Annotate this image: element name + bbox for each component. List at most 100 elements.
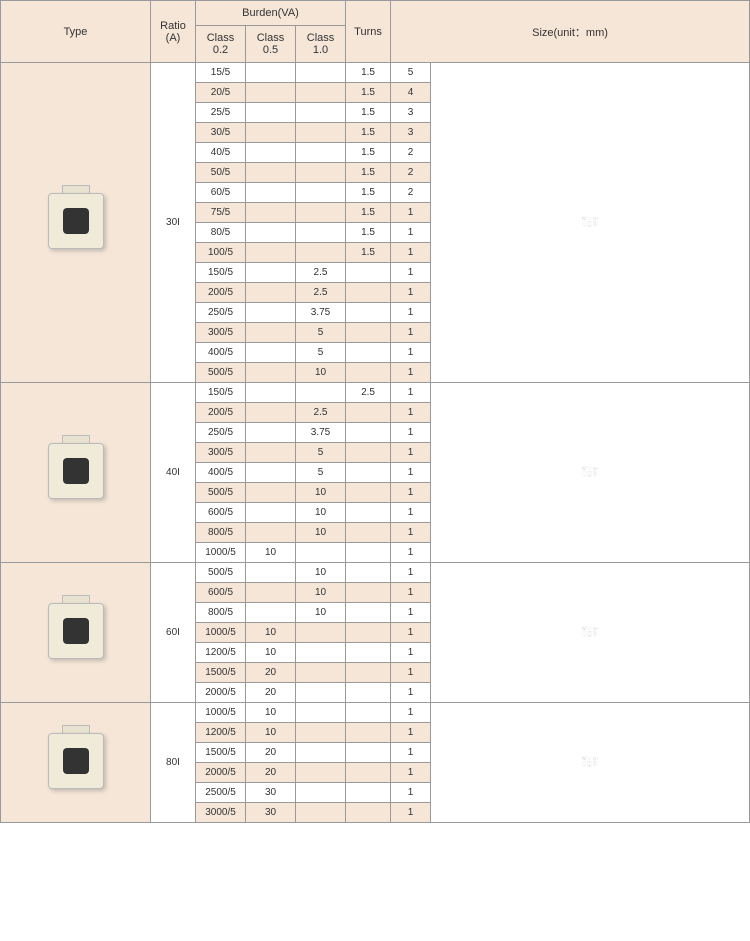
header-turns: Turns: [346, 1, 391, 63]
turns-cell: 2: [391, 183, 431, 203]
ratio-cell: 1500/5: [196, 743, 246, 763]
svg-text:57.5: 57.5: [584, 469, 586, 470]
turns-cell: 1: [391, 783, 431, 803]
class05-cell: [296, 123, 346, 143]
class02-cell: 20: [246, 763, 296, 783]
turns-cell: 1: [391, 683, 431, 703]
ratio-cell: 20/5: [196, 83, 246, 103]
svg-text:40: 40: [589, 474, 590, 475]
turns-cell: 3: [391, 123, 431, 143]
class02-cell: 10: [246, 703, 296, 723]
class10-cell: [346, 343, 391, 363]
class05-cell: [296, 763, 346, 783]
class05-cell: [296, 783, 346, 803]
class10-cell: 1.5: [346, 183, 391, 203]
ratio-cell: 1000/5: [196, 703, 246, 723]
model-label: 40I: [151, 383, 196, 563]
header-type: Type: [1, 1, 151, 63]
turns-cell: 1: [391, 223, 431, 243]
class05-cell: [296, 743, 346, 763]
ratio-cell: 2000/5: [196, 763, 246, 783]
class05-cell: 10: [296, 483, 346, 503]
turns-cell: 1: [391, 203, 431, 223]
class02-cell: 10: [246, 643, 296, 663]
class05-cell: 5: [296, 343, 346, 363]
turns-cell: 1: [391, 383, 431, 403]
class02-cell: [246, 63, 296, 83]
class10-cell: [346, 543, 391, 563]
class10-cell: [346, 663, 391, 683]
class10-cell: [346, 523, 391, 543]
class02-cell: [246, 423, 296, 443]
class02-cell: [246, 183, 296, 203]
ratio-cell: 150/5: [196, 263, 246, 283]
turns-cell: 1: [391, 303, 431, 323]
ratio-cell: 400/5: [196, 463, 246, 483]
turns-cell: 1: [391, 363, 431, 383]
svg-text:Φ5: Φ5: [586, 756, 587, 757]
class02-cell: [246, 383, 296, 403]
svg-text:55: 55: [595, 219, 596, 220]
class10-cell: [346, 583, 391, 603]
class05-cell: [296, 383, 346, 403]
turns-cell: 1: [391, 703, 431, 723]
class10-cell: 1.5: [346, 103, 391, 123]
ratio-cell: 400/5: [196, 343, 246, 363]
class10-cell: 1.5: [346, 123, 391, 143]
class05-cell: [296, 83, 346, 103]
class02-cell: [246, 343, 296, 363]
class10-cell: 1.5: [346, 63, 391, 83]
header-ratio: Ratio (A): [151, 1, 196, 63]
class02-cell: [246, 603, 296, 623]
table-row: 80I1000/5101: [1, 703, 750, 723]
class02-cell: [246, 503, 296, 523]
class10-cell: [346, 623, 391, 643]
turns-cell: 1: [391, 343, 431, 363]
ratio-cell: 250/5: [196, 423, 246, 443]
svg-text:140: 140: [595, 759, 596, 760]
class02-cell: [246, 123, 296, 143]
turns-cell: 1: [391, 503, 431, 523]
turns-cell: 1: [391, 463, 431, 483]
svg-text:Φ5: Φ5: [582, 757, 583, 758]
ratio-cell: 300/5: [196, 443, 246, 463]
ratio-cell: 250/5: [196, 303, 246, 323]
diagram-cell: 57.539.5Φ557.59542408645: [431, 383, 750, 563]
ratio-cell: 500/5: [196, 363, 246, 383]
type-cell: [1, 63, 151, 383]
ratio-cell: 1200/5: [196, 643, 246, 663]
class05-cell: [296, 143, 346, 163]
class05-cell: 2.5: [296, 403, 346, 423]
turns-cell: 2: [391, 143, 431, 163]
ratio-cell: 75/5: [196, 203, 246, 223]
class05-cell: [296, 803, 346, 823]
class02-cell: [246, 323, 296, 343]
turns-cell: 5: [391, 63, 431, 83]
ratio-cell: 600/5: [196, 583, 246, 603]
class10-cell: 1.5: [346, 203, 391, 223]
class02-cell: [246, 403, 296, 423]
ratio-cell: 300/5: [196, 323, 246, 343]
class05-cell: [296, 663, 346, 683]
class02-cell: 10: [246, 623, 296, 643]
ratio-cell: 40/5: [196, 143, 246, 163]
class02-cell: [246, 523, 296, 543]
svg-text:57.5: 57.5: [584, 219, 586, 220]
dimension-diagram: 57.533.2Φ5557831346036: [435, 216, 745, 227]
class02-cell: [246, 463, 296, 483]
class02-cell: 10: [246, 543, 296, 563]
class10-cell: 1.5: [346, 163, 391, 183]
svg-text:130: 130: [598, 627, 599, 628]
turns-cell: 1: [391, 803, 431, 823]
turns-cell: 3: [391, 103, 431, 123]
class02-cell: [246, 363, 296, 383]
table-row: 30I15/51.55: [1, 63, 750, 83]
ratio-cell: 80/5: [196, 223, 246, 243]
svg-text:60: 60: [590, 225, 591, 226]
svg-text:102: 102: [590, 635, 591, 636]
turns-cell: 1: [391, 643, 431, 663]
svg-text:Φ5: Φ5: [586, 626, 587, 627]
ratio-cell: 1500/5: [196, 663, 246, 683]
ratio-cell: 1200/5: [196, 723, 246, 743]
class02-cell: [246, 483, 296, 503]
